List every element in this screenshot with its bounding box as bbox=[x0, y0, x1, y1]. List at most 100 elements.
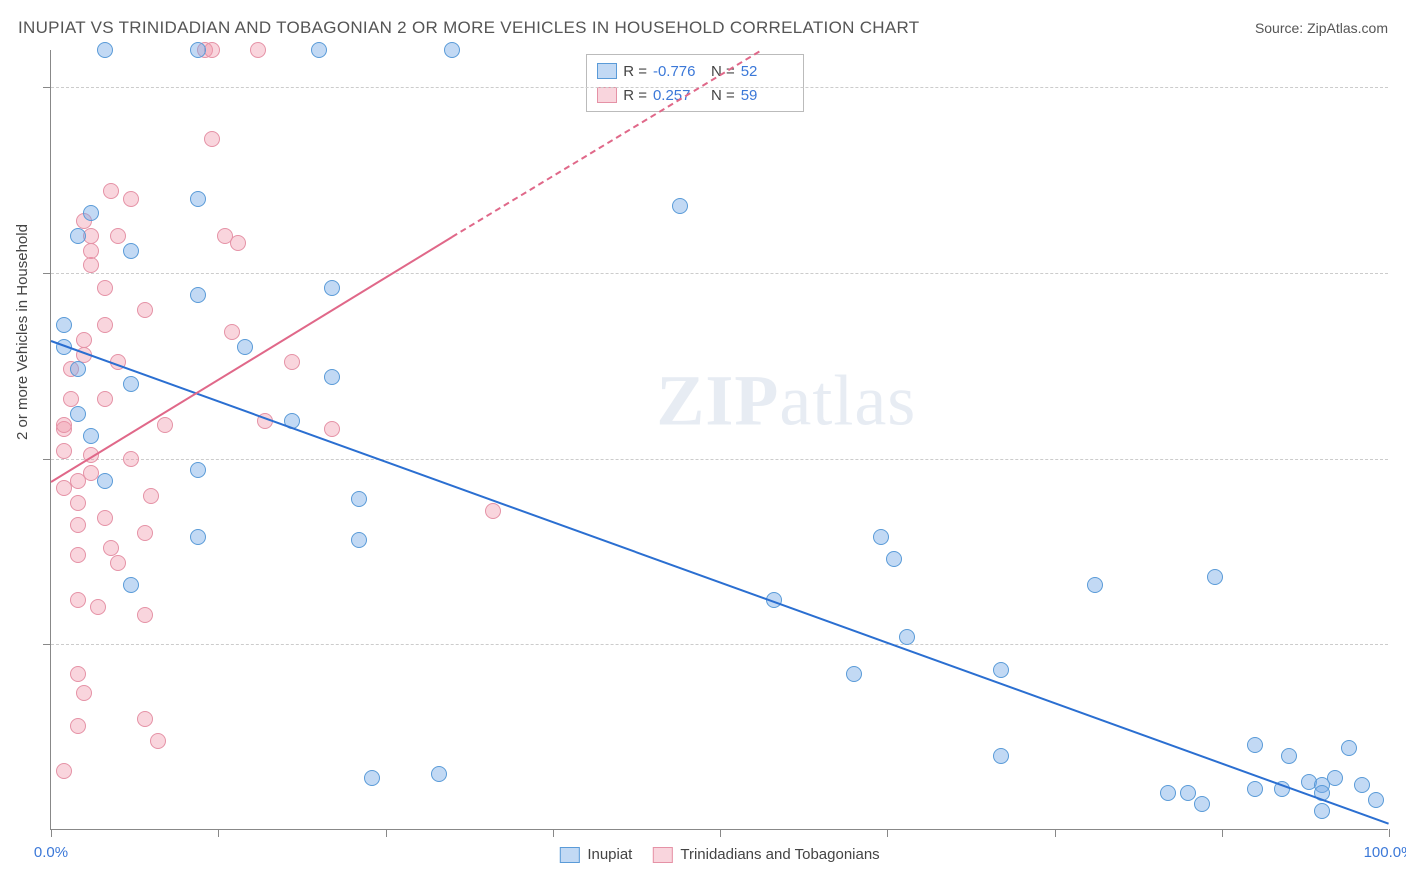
y-tick-label: 25.0% bbox=[1398, 636, 1406, 653]
inupiat-point bbox=[1087, 577, 1103, 593]
inupiat-point bbox=[83, 428, 99, 444]
trinidadian-point bbox=[230, 235, 246, 251]
inupiat-point bbox=[237, 339, 253, 355]
inupiat-point bbox=[444, 42, 460, 58]
trinidadian-point bbox=[143, 488, 159, 504]
trinidadian-point bbox=[485, 503, 501, 519]
trinidadian-point bbox=[97, 317, 113, 333]
trinidadian-point bbox=[137, 607, 153, 623]
inupiat-point bbox=[70, 406, 86, 422]
inupiat-point bbox=[1194, 796, 1210, 812]
inupiat-point bbox=[846, 666, 862, 682]
inupiat-point bbox=[899, 629, 915, 645]
stat-r-label-2: R = bbox=[623, 87, 647, 104]
inupiat-point bbox=[1207, 569, 1223, 585]
trinidadian-point bbox=[56, 763, 72, 779]
chart-title: INUPIAT VS TRINIDADIAN AND TOBAGONIAN 2 … bbox=[18, 18, 919, 38]
inupiat-point bbox=[311, 42, 327, 58]
trinidadian-point bbox=[123, 451, 139, 467]
inupiat-point bbox=[886, 551, 902, 567]
gridline bbox=[51, 273, 1388, 274]
trinidadian-point bbox=[76, 685, 92, 701]
y-axis-title: 2 or more Vehicles in Household bbox=[14, 224, 31, 440]
legend-swatch-trinidadian bbox=[652, 847, 672, 863]
gridline bbox=[51, 87, 1388, 88]
trinidadian-point bbox=[70, 517, 86, 533]
inupiat-point bbox=[1247, 737, 1263, 753]
inupiat-point bbox=[123, 243, 139, 259]
inupiat-point bbox=[190, 42, 206, 58]
inupiat-point bbox=[873, 529, 889, 545]
inupiat-point bbox=[993, 748, 1009, 764]
stat-n-label-2: N = bbox=[711, 87, 735, 104]
stats-box: R = -0.776 N = 52 R = 0.257 N = 59 bbox=[586, 54, 804, 112]
stat-n-trinidadian: 59 bbox=[741, 87, 793, 104]
inupiat-point bbox=[1341, 740, 1357, 756]
stat-r-label: R = bbox=[623, 63, 647, 80]
inupiat-point bbox=[324, 369, 340, 385]
y-tick-label: 75.0% bbox=[1398, 264, 1406, 281]
inupiat-point bbox=[993, 662, 1009, 678]
legend-label-inupiat: Inupiat bbox=[587, 846, 632, 863]
inupiat-point bbox=[672, 198, 688, 214]
inupiat-point bbox=[364, 770, 380, 786]
trinidadian-point bbox=[137, 302, 153, 318]
trinidadian-point bbox=[103, 183, 119, 199]
gridline bbox=[51, 644, 1388, 645]
trinidadian-point bbox=[70, 592, 86, 608]
inupiat-point bbox=[190, 462, 206, 478]
trinidadian-point bbox=[250, 42, 266, 58]
trinidadian-point bbox=[83, 243, 99, 259]
trinidadian-point bbox=[157, 417, 173, 433]
trinidadian-point bbox=[324, 421, 340, 437]
inupiat-point bbox=[1314, 803, 1330, 819]
legend-label-trinidadian: Trinidadians and Tobagonians bbox=[680, 846, 879, 863]
stat-n-inupiat: 52 bbox=[741, 63, 793, 80]
inupiat-point bbox=[190, 287, 206, 303]
trinidadian-point bbox=[103, 540, 119, 556]
inupiat-point bbox=[97, 473, 113, 489]
inupiat-point bbox=[1327, 770, 1343, 786]
inupiat-point bbox=[190, 191, 206, 207]
y-tick-label: 50.0% bbox=[1398, 450, 1406, 467]
stat-r-inupiat: -0.776 bbox=[653, 63, 705, 80]
trinidadian-point bbox=[76, 332, 92, 348]
trinidadian-point bbox=[56, 417, 72, 433]
inupiat-point bbox=[56, 317, 72, 333]
plot-area: ZIPatlas R = -0.776 N = 52 R = 0.257 N =… bbox=[50, 50, 1388, 830]
inupiat-point bbox=[97, 42, 113, 58]
trinidadian-point bbox=[70, 718, 86, 734]
legend-swatch-inupiat bbox=[559, 847, 579, 863]
gridline bbox=[51, 459, 1388, 460]
trinidadian-point bbox=[110, 228, 126, 244]
x-tick-label: 0.0% bbox=[34, 844, 68, 861]
x-tick-label: 100.0% bbox=[1364, 844, 1406, 861]
trinidadian-point bbox=[123, 191, 139, 207]
swatch-trinidadian bbox=[597, 87, 617, 103]
trinidadian-point bbox=[97, 510, 113, 526]
inupiat-point bbox=[431, 766, 447, 782]
swatch-inupiat bbox=[597, 63, 617, 79]
watermark: ZIPatlas bbox=[656, 359, 916, 442]
trinidadian-point bbox=[150, 733, 166, 749]
inupiat-point bbox=[324, 280, 340, 296]
inupiat-point bbox=[1354, 777, 1370, 793]
inupiat-point bbox=[1160, 785, 1176, 801]
trinidadian-point bbox=[70, 495, 86, 511]
trinidadian-point bbox=[70, 547, 86, 563]
inupiat-point bbox=[190, 529, 206, 545]
inupiat-point bbox=[123, 376, 139, 392]
trinidadian-point bbox=[137, 525, 153, 541]
y-tick-label: 100.0% bbox=[1398, 79, 1406, 96]
inupiat-point bbox=[1180, 785, 1196, 801]
trinidadian-point bbox=[284, 354, 300, 370]
inupiat-point bbox=[351, 491, 367, 507]
legend: Inupiat Trinidadians and Tobagonians bbox=[559, 846, 879, 863]
trinidadian-point bbox=[90, 599, 106, 615]
inupiat-point bbox=[123, 577, 139, 593]
trinidadian-point bbox=[97, 280, 113, 296]
inupiat-point bbox=[1368, 792, 1384, 808]
source-label: Source: ZipAtlas.com bbox=[1255, 20, 1388, 36]
inupiat-point bbox=[70, 228, 86, 244]
trend-inupiat bbox=[51, 340, 1390, 825]
